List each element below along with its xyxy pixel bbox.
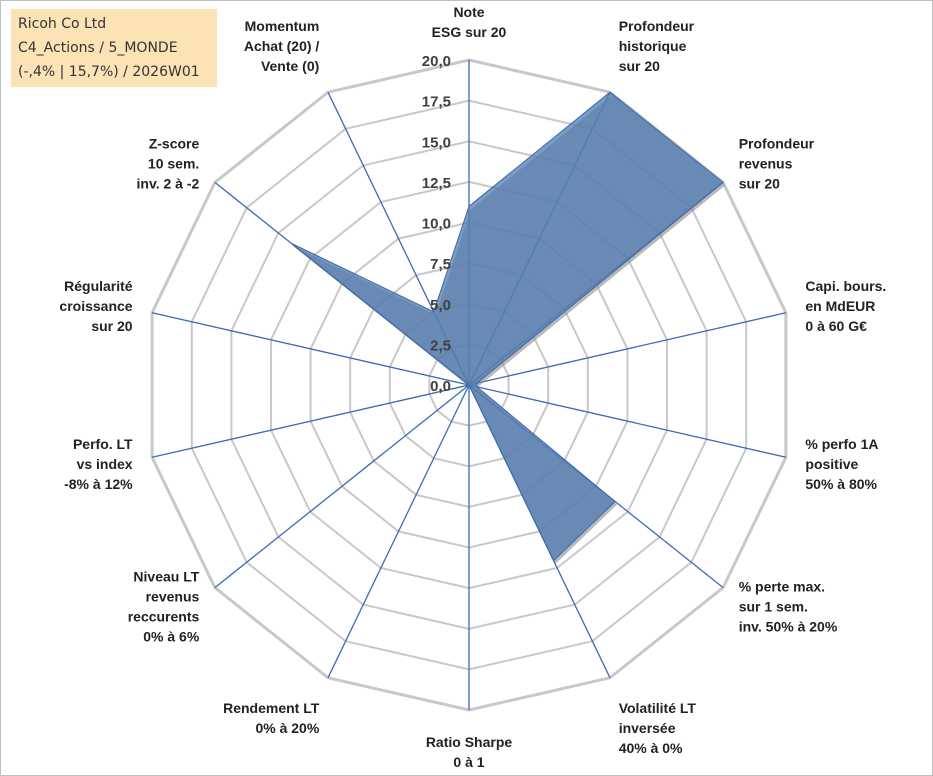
category-label: Volatilité LT inversée 40% à 0% <box>619 700 697 756</box>
category-label-line: reccurents <box>128 608 200 624</box>
category-label-line: Z-score <box>149 136 200 152</box>
category-label-line: Note <box>453 4 484 20</box>
series-area-layer <box>290 91 726 564</box>
category-label-line: 10 sem. <box>148 156 199 172</box>
category-label-line: 50% à 80% <box>805 476 877 492</box>
category-label-line: sur 20 <box>619 58 660 74</box>
category-label-line: historique <box>619 38 687 54</box>
category-label-line: Régularité <box>64 278 133 294</box>
category-label-line: en MdEUR <box>805 298 875 314</box>
category-label-line: vs index <box>77 456 133 472</box>
category-label: Note ESG sur 20 <box>432 4 507 40</box>
category-label: Régularité croissance sur 20 <box>59 278 132 334</box>
category-label-line: ESG sur 20 <box>432 24 507 40</box>
radial-tick-labels: 0,0 2,5 5,0 7,5 10,0 12,5 15,0 17,5 20,0 <box>422 53 451 395</box>
category-label-line: Capi. bours. <box>805 278 886 294</box>
category-label: % perte max. sur 1 sem. inv. 50% à 20% <box>739 578 838 634</box>
category-label-line: inv. 2 à -2 <box>137 176 200 192</box>
radial-tick-label: 17,5 <box>422 94 451 111</box>
category-label-line: 0 à 60 G€ <box>805 318 867 334</box>
category-label-line: croissance <box>59 298 132 314</box>
category-label-line: Profondeur <box>619 18 695 34</box>
category-label-line: sur 1 sem. <box>739 598 808 614</box>
category-label: Perfo. LT vs index -8% à 12% <box>64 436 133 492</box>
radar-spoke <box>468 312 787 386</box>
category-label-line: inv. 50% à 20% <box>739 618 838 634</box>
category-label-line: Ratio Sharpe <box>426 734 513 750</box>
radial-tick-label: 12,5 <box>422 175 451 192</box>
category-labels: Note ESG sur 20 Profondeur historique sur 20… <box>59 4 886 770</box>
category-label-line: 0 à 1 <box>453 754 484 770</box>
info-stats: (-,4% | 15,7%) / 2026W01 <box>18 64 200 80</box>
radial-tick-label: 5,0 <box>430 297 451 314</box>
category-label-line: sur 20 <box>739 176 780 192</box>
radial-tick-label: 7,5 <box>430 256 451 273</box>
category-label-line: sur 20 <box>91 318 132 334</box>
category-label-line: revenus <box>739 156 793 172</box>
category-label-line: revenus <box>146 588 200 604</box>
category-label: Rendement LT 0% à 20% <box>223 700 320 736</box>
radar-spoke <box>468 384 787 458</box>
category-label-line: Niveau LT <box>133 568 199 584</box>
radar-spoke <box>151 312 470 386</box>
category-label-line: Momentum <box>245 18 320 34</box>
radar-spoke <box>327 384 470 679</box>
category-label-line: Profondeur <box>739 136 815 152</box>
category-label: Niveau LT revenus reccurents 0% à 6% <box>128 568 200 644</box>
category-label-line: Volatilité LT <box>619 700 697 716</box>
radar-spoke <box>214 384 470 589</box>
info-company: Ricoh Co Ltd <box>18 16 107 32</box>
info-portfolio: C4_Actions / 5_MONDE <box>18 40 178 56</box>
category-label-line: Achat (20) / <box>244 38 320 54</box>
category-label-line: -8% à 12% <box>64 476 133 492</box>
category-label-line: 0% à 6% <box>143 628 200 644</box>
category-label: Profondeur historique sur 20 <box>619 18 695 74</box>
category-label-line: Perfo. LT <box>73 436 133 452</box>
category-label-line: Vente (0) <box>261 58 319 74</box>
radial-tick-label: 15,0 <box>422 134 451 151</box>
radial-tick-label: 0,0 <box>430 378 451 395</box>
category-label-line: Rendement LT <box>223 700 320 716</box>
category-label-line: inversée <box>619 720 676 736</box>
category-label-line: % perfo 1A <box>805 436 878 452</box>
category-label-line: positive <box>805 456 858 472</box>
radial-tick-label: 10,0 <box>422 216 451 233</box>
category-label: Capi. bours. en MdEUR 0 à 60 G€ <box>805 278 886 334</box>
category-label: Momentum Achat (20) / Vente (0) <box>244 18 320 74</box>
category-label-line: 0% à 20% <box>255 720 319 736</box>
category-label: % perfo 1A positive 50% à 80% <box>805 436 878 492</box>
info-box: Ricoh Co Ltd C4_Actions / 5_MONDE (-,4% … <box>11 9 217 87</box>
category-label-line: 40% à 0% <box>619 740 683 756</box>
radial-tick-label: 2,5 <box>430 337 451 354</box>
category-label: Profondeur revenus sur 20 <box>739 136 815 192</box>
radial-tick-label: 20,0 <box>422 53 451 70</box>
category-label: Z-score 10 sem. inv. 2 à -2 <box>137 136 200 192</box>
category-label: Ratio Sharpe 0 à 1 <box>426 734 513 770</box>
category-label-line: % perte max. <box>739 578 825 594</box>
series-area <box>290 91 724 562</box>
